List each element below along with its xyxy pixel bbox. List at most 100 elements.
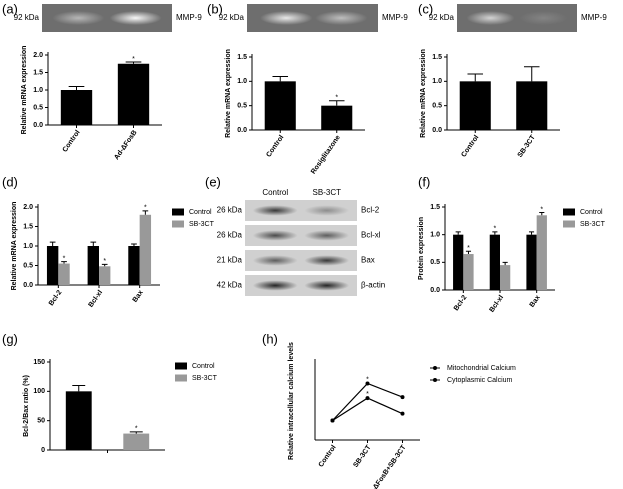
blot-band — [304, 255, 350, 266]
x-tick-label: Ad-ΔFosB — [113, 129, 138, 161]
lane-label: SB-3CT — [313, 188, 342, 197]
y-tick-label: 0.5 — [33, 104, 43, 111]
error-bar — [61, 261, 67, 264]
x-tick-label: Bcl-xl — [87, 289, 104, 309]
x-tick-label: Control — [460, 134, 480, 158]
panel-letter: (c) — [418, 1, 433, 16]
x-tick-label: SB-3CT — [517, 134, 538, 159]
legend-label: Control — [189, 209, 212, 216]
bar — [87, 246, 99, 285]
x-tick-label: Control — [265, 134, 285, 158]
blot-band — [252, 255, 298, 266]
y-tick-label: 1.5 — [237, 54, 247, 61]
band-size: 92 kDa — [219, 13, 245, 22]
significance: * — [366, 376, 369, 383]
blot-band — [52, 11, 105, 25]
error-bar — [492, 231, 498, 235]
bar — [459, 81, 491, 130]
legend-label: Cytoplasmic Calcium — [447, 377, 513, 384]
band-label: MMP-9 — [176, 13, 202, 22]
error-bar — [523, 66, 540, 82]
bar — [526, 234, 537, 290]
significance: * — [366, 391, 369, 398]
legend-label: SB-3CT — [580, 221, 606, 228]
blot-strip — [245, 200, 357, 221]
bar — [128, 246, 140, 285]
y-tick-label: 0.5 — [23, 262, 33, 269]
y-axis-label: Relative mRNA expression — [225, 49, 232, 138]
y-axis-label: Protein expression — [418, 217, 425, 280]
y-tick-label: 1.0 — [23, 243, 33, 250]
y-axis-label: Relative intracellular calcium levels — [288, 342, 295, 460]
y-tick-label: 0.0 — [23, 282, 33, 289]
y-tick-label: 1.0 — [432, 78, 442, 85]
panel-letter: (e) — [205, 174, 221, 189]
band-label: Bax — [361, 256, 375, 265]
band-label: MMP-9 — [581, 13, 607, 22]
significance: * — [144, 205, 147, 212]
panel-letter: (h) — [262, 331, 278, 346]
x-tick-label: Control — [318, 444, 338, 468]
point — [400, 395, 405, 400]
y-axis-label: Relative mRNA expression — [420, 49, 427, 138]
bar — [321, 105, 353, 130]
band-label: Bcl-xl — [361, 231, 381, 240]
y-axis-label: Relative mRNA expression — [21, 46, 28, 135]
panel-letter: (g) — [2, 331, 18, 346]
bar — [264, 81, 296, 130]
y-tick-label: 1.0 — [237, 78, 247, 85]
y-tick-label: 0.0 — [237, 127, 247, 134]
legend-marker — [433, 366, 437, 370]
blot-band — [519, 11, 568, 25]
error-bar — [131, 243, 137, 246]
band-size: 42 kDa — [217, 281, 243, 290]
legend-label: SB-3CT — [192, 375, 218, 382]
legend-swatch — [175, 362, 187, 370]
x-tick-label: Bax — [132, 289, 145, 304]
error-bar — [467, 73, 484, 82]
y-tick-label: 0.5 — [237, 103, 247, 110]
bar — [536, 215, 547, 290]
y-tick-label: 0.5 — [432, 103, 442, 110]
bar — [453, 234, 464, 290]
error-bar — [142, 210, 149, 215]
significance: * — [132, 56, 135, 63]
legend-marker — [433, 378, 437, 382]
error-bar — [90, 241, 97, 246]
error-bar — [68, 86, 85, 90]
bar — [489, 234, 500, 290]
y-tick-label: 1.5 — [432, 54, 442, 61]
y-tick-label: 0.0 — [430, 287, 440, 294]
blot-band — [304, 280, 350, 291]
band-size: 21 kDa — [217, 256, 243, 265]
error-bar — [129, 431, 143, 434]
bar — [516, 81, 548, 130]
legend-swatch — [563, 220, 575, 228]
panel-letter: (a) — [2, 1, 18, 16]
legend-label: Control — [192, 363, 215, 370]
legend-swatch — [563, 208, 575, 216]
panel-letter: (f) — [418, 174, 430, 189]
bar — [117, 63, 150, 125]
point — [400, 411, 405, 416]
y-tick-label: 150 — [33, 359, 45, 366]
bar — [60, 90, 93, 125]
point — [365, 396, 370, 401]
blot-band — [252, 280, 298, 291]
y-axis-label: Bcl-2/Bax ratio (%) — [23, 375, 30, 437]
x-tick-label: Bcl-xl — [488, 294, 505, 314]
x-tick-label: Bcl-2 — [453, 294, 469, 312]
band-size: 92 kDa — [14, 13, 40, 22]
y-tick-label: 2.0 — [33, 52, 43, 59]
bar — [139, 214, 152, 285]
band-label: MMP-9 — [382, 13, 408, 22]
line — [332, 382, 403, 421]
blot-strip — [245, 275, 357, 296]
x-tick-label: SB-3CT — [352, 444, 373, 469]
error-bar — [272, 75, 289, 82]
y-tick-label: 1.0 — [430, 232, 440, 239]
band-size: 26 kDa — [217, 231, 243, 240]
bar — [123, 433, 150, 450]
y-tick-label: 1.0 — [33, 87, 43, 94]
y-tick-label: 50 — [37, 418, 45, 425]
